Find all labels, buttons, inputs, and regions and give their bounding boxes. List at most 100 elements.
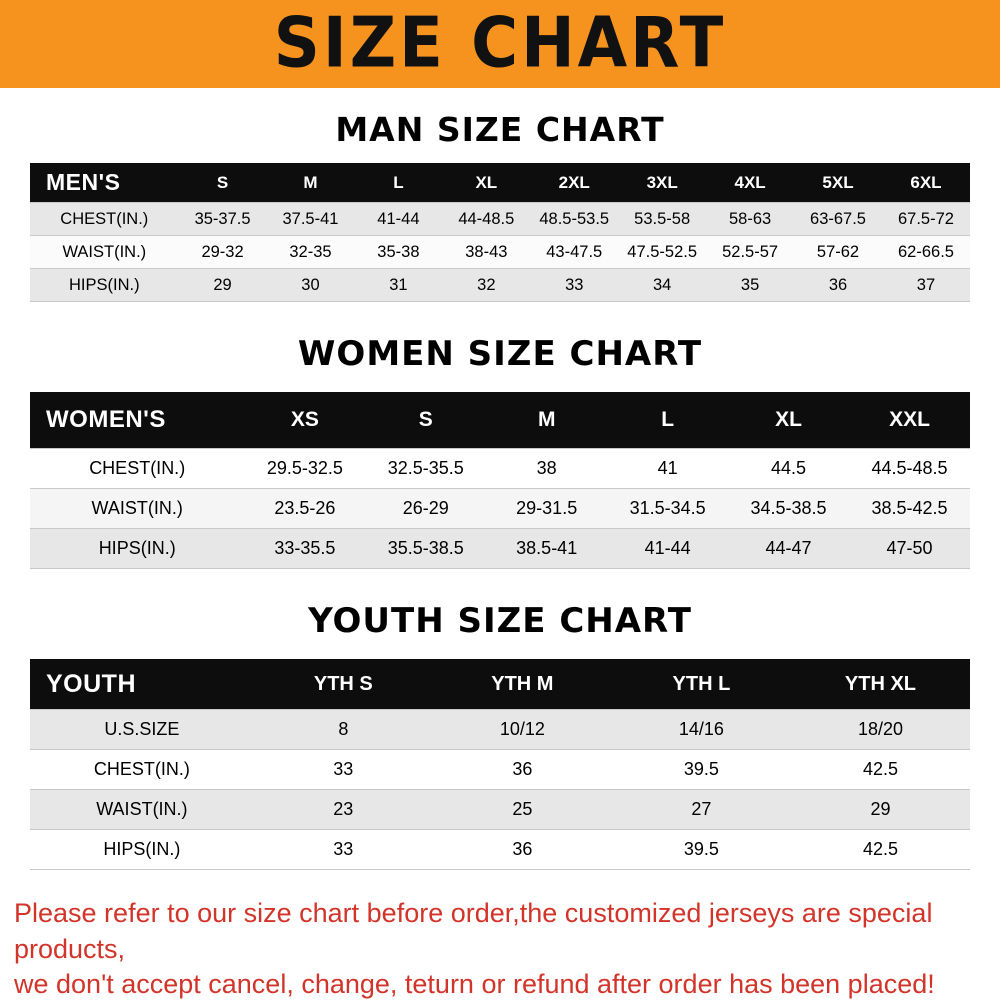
size-value-cell: 35-38 [377,242,420,261]
size-value-cell: 36 [512,759,533,779]
size-value-cell: 62-66.5 [898,242,954,261]
section-men: MAN SIZE CHART MEN'S S M L XL 2XL 3XL 4XL 5XL 6XL C… [0,88,1000,302]
table-head: MEN'S S M L XL 2XL 3XL 4XL 5XL 6XL [30,163,970,203]
size-value-cell: 31 [389,275,408,294]
size-column-header: YTH S [253,659,433,710]
size-value-cell: 8 [338,719,349,739]
size-value-cell: 34.5-38.5 [750,498,827,518]
size-value-cell: 32-35 [289,242,332,261]
size-value-cell: 29.5-32.5 [266,458,343,478]
size-value-cell: 53.5-58 [634,209,691,228]
size-value-cell: 38.5-41 [516,538,578,558]
size-value-cell: 26-29 [402,498,449,518]
header-row: YOUTH YTH S YTH M YTH L YTH XL [30,659,970,710]
size-value-cell: 67.5-72 [898,209,954,228]
section-heading-men: MAN SIZE CHART [335,110,665,149]
size-column-header: L [607,392,729,449]
size-column-header: 4XL [706,163,795,203]
size-value-cell: 25 [512,799,533,819]
size-value-cell: 32 [477,275,496,294]
size-value-cell: 39.5 [683,759,719,779]
row-label: HIPS(IN.) [69,275,140,294]
section-youth: YOUTH SIZE CHART YOUTH YTH S YTH M YTH L YTH … [0,569,1000,870]
youth-size-table: YOUTH YTH S YTH M YTH L YTH XL U.S.SIZE 8 10/12… [30,659,970,870]
size-value-cell: 41-44 [377,209,420,228]
size-value-cell: 42.5 [862,759,898,779]
size-column-header: 5XL [794,163,882,203]
size-value-cell: 34 [652,275,672,294]
table-row: WAIST(IN.) 29-32 32-35 35-38 38-43 43-47.5 47.… [30,235,970,269]
size-column-header: XL [442,163,531,203]
size-value-cell: 33-35.5 [274,538,336,558]
size-value-cell: 44.5-48.5 [871,458,948,478]
row-label: WAIST(IN.) [96,799,188,819]
table-row: U.S.SIZE 8 10/12 14/16 18/20 [30,709,970,750]
table-row: HIPS(IN.) 33 36 39.5 42.5 [30,829,970,870]
size-value-cell: 38-43 [465,242,508,261]
size-value-cell: 31.5-34.5 [629,498,706,518]
size-value-cell: 39.5 [683,839,719,859]
size-value-cell: 32.5-35.5 [387,458,464,478]
header-row: MEN'S S M L XL 2XL 3XL 4XL 5XL 6XL [30,163,970,203]
size-value-cell: 38.5-42.5 [871,498,948,518]
sections-container: MAN SIZE CHART MEN'S S M L XL 2XL 3XL 4XL 5XL 6XL C… [0,88,1000,870]
size-value-cell: 47.5-52.5 [627,242,698,261]
size-value-cell: 37 [916,275,936,294]
size-value-cell: 58-63 [728,209,772,228]
size-value-cell: 57-62 [816,242,860,261]
row-label: CHEST(IN.) [89,458,186,478]
size-value-cell: 29 [213,275,232,294]
size-value-cell: 29-32 [201,242,244,261]
table-row: HIPS(IN.) 29 30 31 32 33 34 35 36 37 [30,268,970,302]
table-row: CHEST(IN.) 33 36 39.5 42.5 [30,749,970,790]
size-value-cell: 44.5 [771,458,807,478]
size-value-cell: 52.5-57 [722,242,779,261]
table-head: WOMEN'S XS S M L XL XXL [30,392,970,449]
size-column-header: YTH XL [790,659,970,710]
page-title: SIZE CHART [273,4,727,84]
size-column-header: XXL [849,392,970,449]
size-column-header: M [266,163,355,203]
size-value-cell: 37.5-41 [282,209,339,228]
size-column-header: M [486,392,608,449]
size-value-cell: 36 [512,839,533,859]
table-title-cell: YOUTH [30,659,254,710]
table-body: CHEST(IN.) 35-37.5 37.5-41 41-44 44-48.5 48.5… [30,202,970,302]
size-column-header: S [178,163,267,203]
table-row: WAIST(IN.) 23 25 27 29 [30,789,970,830]
size-value-cell: 48.5-53.5 [539,209,610,228]
size-value-cell: 33 [565,275,584,294]
size-value-cell: 29-31.5 [516,498,578,518]
size-value-cell: 43-47.5 [546,242,603,261]
size-value-cell: 18/20 [857,719,903,739]
size-value-cell: 23 [333,799,354,819]
notice-line-2: we don't accept cancel, change, teturn o… [14,969,935,1000]
size-value-cell: 23.5-26 [274,498,336,518]
size-value-cell: 44-48.5 [458,209,515,228]
size-value-cell: 27 [691,799,712,819]
size-value-cell: 35.5-38.5 [387,538,464,558]
size-value-cell: 10/12 [499,719,545,739]
size-column-header: 2XL [530,163,619,203]
size-value-cell: 35-37.5 [194,209,251,228]
row-label: U.S.SIZE [104,719,180,739]
table-row: HIPS(IN.) 33-35.5 35.5-38.5 38.5-41 41-44 44-… [30,528,970,569]
size-value-cell: 44-47 [765,538,812,558]
size-value-cell: 30 [301,275,320,294]
size-value-cell: 63-67.5 [810,209,866,228]
size-column-header: YTH L [611,659,791,710]
table-body: CHEST(IN.) 29.5-32.5 32.5-35.5 38 41 44.5 44.5… [30,448,970,569]
row-label: WAIST(IN.) [62,242,147,261]
size-column-header: S [365,392,487,449]
section-women: WOMEN SIZE CHART WOMEN'S XS S M L XL XXL CHEST(I… [0,302,1000,569]
table-title-cell: MEN'S [30,163,179,203]
notice-line-1: Please refer to our size chart before or… [14,898,933,964]
row-label: CHEST(IN.) [60,209,149,228]
row-label: HIPS(IN.) [98,538,176,558]
size-value-cell: 33 [333,839,354,859]
table-row: CHEST(IN.) 35-37.5 37.5-41 41-44 44-48.5 48.5… [30,202,970,236]
row-label: CHEST(IN.) [93,759,190,779]
size-column-header: XS [244,392,366,449]
size-value-cell: 33 [333,759,354,779]
